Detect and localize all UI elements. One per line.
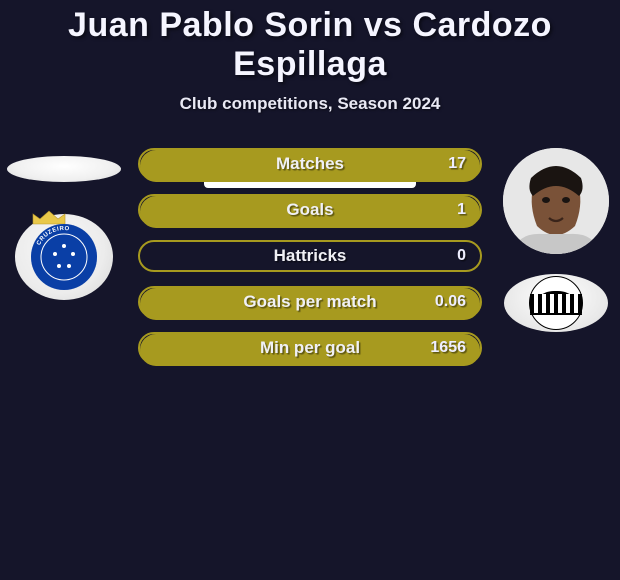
stat-bar-value: 1 bbox=[457, 196, 466, 224]
right-player-column bbox=[496, 148, 616, 332]
stat-bar: Matches17 bbox=[138, 148, 482, 180]
stat-bar-value: 0.06 bbox=[435, 288, 466, 316]
page-title: Juan Pablo Sorin vs Cardozo Espillaga bbox=[0, 0, 620, 84]
stat-bar-label: Min per goal bbox=[140, 334, 480, 362]
left-player-avatar bbox=[7, 156, 121, 182]
stat-bar-label: Matches bbox=[140, 150, 480, 178]
stat-bar-value: 17 bbox=[448, 150, 466, 178]
left-club-badge: CRUZEIRO bbox=[15, 214, 113, 300]
stat-bar: Hattricks0 bbox=[138, 240, 482, 272]
stat-bars: Matches17 Goals1 Hattricks0 Goals per match… bbox=[138, 148, 484, 378]
stat-bar: Min per goal1656 bbox=[138, 332, 482, 364]
right-club-badge bbox=[504, 274, 608, 332]
stat-bar-value: 1656 bbox=[430, 334, 466, 362]
stat-bar: Goals1 bbox=[138, 194, 482, 226]
stat-bar-value: 0 bbox=[457, 242, 466, 270]
stat-bar: Goals per match0.06 bbox=[138, 286, 482, 318]
left-player-column: CRUZEIRO bbox=[4, 148, 124, 300]
stat-bar-label: Goals per match bbox=[140, 288, 480, 316]
right-player-avatar bbox=[503, 148, 609, 254]
stat-bar-label: Goals bbox=[140, 196, 480, 224]
page-subtitle: Club competitions, Season 2024 bbox=[0, 94, 620, 114]
stat-bar-label: Hattricks bbox=[140, 242, 480, 270]
